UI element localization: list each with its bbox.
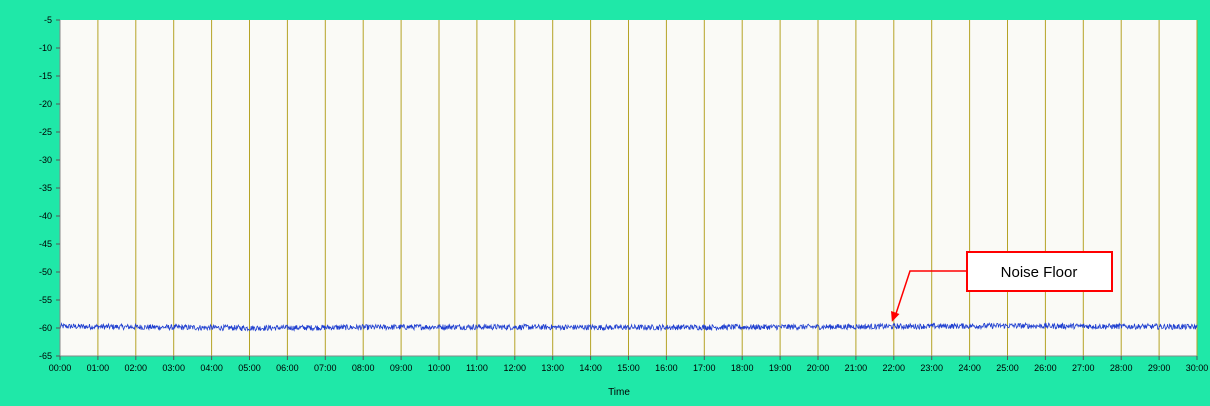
x-tick-label: 30:00 bbox=[1186, 363, 1209, 373]
x-tick-label: 05:00 bbox=[238, 363, 261, 373]
x-tick-label: 20:00 bbox=[807, 363, 830, 373]
y-tick-label: -15 bbox=[39, 71, 52, 81]
x-tick-label: 14:00 bbox=[579, 363, 602, 373]
x-tick-label: 15:00 bbox=[617, 363, 640, 373]
series-group bbox=[59, 321, 1198, 332]
x-tick-label: 16:00 bbox=[655, 363, 678, 373]
x-tick-label: 18:00 bbox=[731, 363, 754, 373]
x-tick-label: 08:00 bbox=[352, 363, 375, 373]
y-tick-label: -10 bbox=[39, 43, 52, 53]
y-tick-label: -35 bbox=[39, 183, 52, 193]
x-tick-label: 22:00 bbox=[883, 363, 906, 373]
annotation-leader bbox=[895, 270, 967, 315]
x-tick-label: 12:00 bbox=[504, 363, 527, 373]
annotation: Noise Floor bbox=[891, 251, 1113, 322]
y-tick-label: -5 bbox=[44, 15, 52, 25]
annotation-box bbox=[966, 251, 1113, 292]
y-ticks: -5 -10 -15 -20 -25 -30 -35 -40 -45 -50 -55 -60 -65 bbox=[39, 15, 60, 361]
x-tick-label: 26:00 bbox=[1034, 363, 1057, 373]
x-tick-label: 07:00 bbox=[314, 363, 337, 373]
x-axis-title: Time bbox=[608, 387, 630, 398]
annotation-arrowhead bbox=[891, 310, 900, 322]
y-tick-label: -60 bbox=[39, 323, 52, 333]
x-tick-label: 10:00 bbox=[428, 363, 451, 373]
series-line bbox=[59, 321, 1198, 332]
x-ticks: 00:00 01:00 02:00 03:00 04:00 05:00 06:00 07:00… bbox=[49, 356, 1209, 373]
x-tick-label: 19:00 bbox=[769, 363, 792, 373]
y-tick-label: -30 bbox=[39, 155, 52, 165]
y-tick-label: -65 bbox=[39, 351, 52, 361]
y-tick-label: -40 bbox=[39, 211, 52, 221]
x-tick-label: 11:00 bbox=[466, 363, 488, 373]
x-tick-label: 01:00 bbox=[87, 363, 110, 373]
x-tick-label: 13:00 bbox=[541, 363, 564, 373]
y-tick-label: -50 bbox=[39, 267, 52, 277]
y-tick-label: -55 bbox=[39, 295, 52, 305]
x-tick-label: 09:00 bbox=[390, 363, 413, 373]
x-tick-label: 02:00 bbox=[125, 363, 148, 373]
x-tick-label: 23:00 bbox=[920, 363, 943, 373]
x-tick-label: 29:00 bbox=[1148, 363, 1171, 373]
x-tick-label: 03:00 bbox=[162, 363, 185, 373]
x-tick-label: 06:00 bbox=[276, 363, 299, 373]
x-tick-label: 21:00 bbox=[845, 363, 868, 373]
x-tick-label: 17:00 bbox=[693, 363, 716, 373]
x-tick-label: 27:00 bbox=[1072, 363, 1095, 373]
y-tick-label: -20 bbox=[39, 99, 52, 109]
y-tick-label: -45 bbox=[39, 239, 52, 249]
x-tick-label: 24:00 bbox=[958, 363, 981, 373]
annotation-text: Noise Floor bbox=[1001, 264, 1078, 281]
grid bbox=[97, 20, 1198, 356]
x-tick-label: 25:00 bbox=[996, 363, 1019, 373]
x-tick-label: 00:00 bbox=[49, 363, 72, 373]
x-tick-label: 04:00 bbox=[200, 363, 223, 373]
y-tick-label: -25 bbox=[39, 127, 52, 137]
x-tick-label: 28:00 bbox=[1110, 363, 1133, 373]
